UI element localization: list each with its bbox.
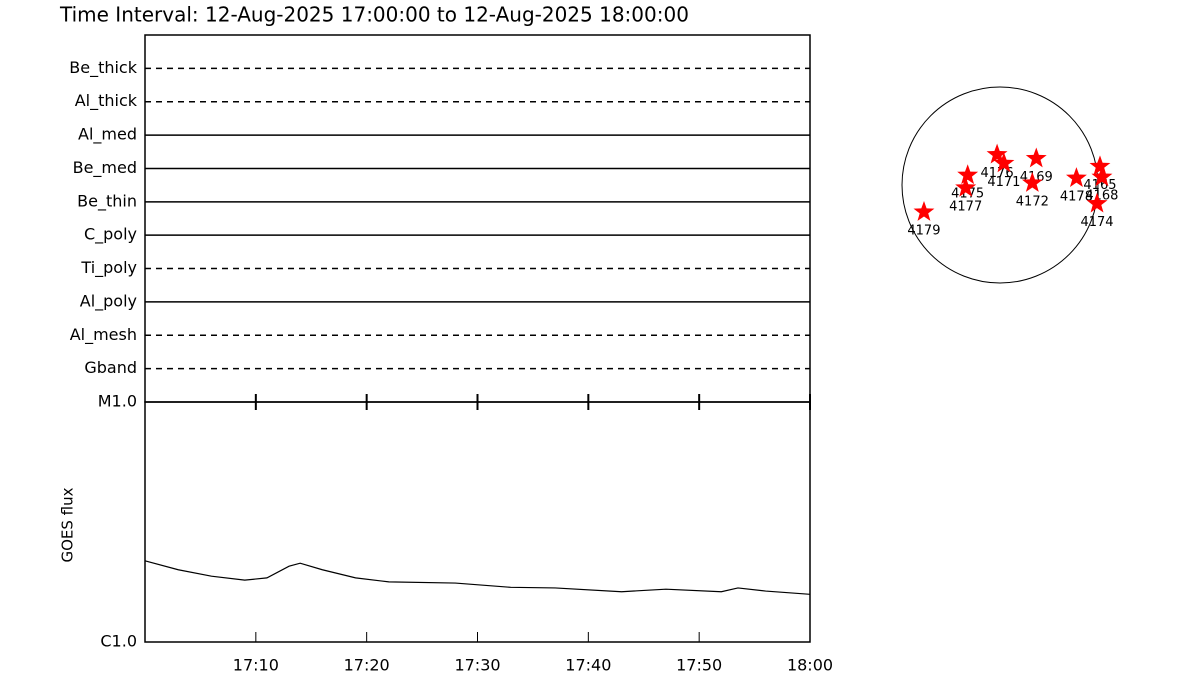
region-label: 4175 — [951, 187, 984, 202]
region-label: 4165 — [1083, 178, 1116, 193]
filter-label: C_poly — [84, 225, 137, 245]
region-star — [957, 164, 979, 185]
x-tick-label: 18:00 — [787, 656, 833, 675]
x-tick-label: 17:50 — [676, 656, 722, 675]
region-star — [1021, 172, 1043, 192]
y-tick-label: C1.0 — [100, 632, 137, 651]
filter-label: Al_poly — [80, 291, 137, 311]
solar-disk — [901, 86, 1099, 284]
region-label: 4171 — [987, 175, 1020, 190]
filter-label: Ti_poly — [80, 258, 137, 278]
region-label: 4179 — [907, 224, 940, 239]
region-star — [993, 152, 1015, 173]
x-tick-label: 17:10 — [233, 656, 279, 675]
region-label: 4176 — [981, 166, 1014, 181]
region-star — [1089, 155, 1111, 176]
x-tick-label: 17:20 — [344, 656, 390, 675]
filter-label: Al_thick — [75, 91, 138, 111]
coverage-frame — [144, 34, 811, 403]
y-axis-label: GOES flux — [59, 487, 77, 562]
region-star — [1086, 192, 1108, 213]
x-tick-label: 17:40 — [565, 656, 611, 675]
filter-label: Al_mesh — [70, 325, 137, 345]
region-star — [913, 201, 935, 221]
region-star — [1091, 166, 1113, 187]
filter-label: Be_thin — [77, 191, 137, 211]
region-star — [986, 143, 1008, 164]
goes-line — [144, 560, 811, 595]
filter-label: Be_thick — [69, 58, 137, 78]
region-star — [955, 176, 977, 197]
region-label: 4174 — [1080, 215, 1113, 230]
chart-title: Time Interval: 12-Aug-2025 17:00:00 to 1… — [59, 3, 689, 27]
y-tick-label: M1.0 — [98, 392, 137, 411]
region-star — [1066, 167, 1087, 187]
filter-label: Gband — [84, 358, 137, 377]
region-label: 4172 — [1016, 195, 1049, 210]
filter-label: Be_med — [73, 158, 137, 178]
region-label: 4168 — [1085, 189, 1118, 204]
region-label: 4178 — [1060, 190, 1093, 205]
filter-label: Al_med — [78, 125, 137, 145]
region-label: 4177 — [949, 199, 982, 214]
region-star — [1025, 147, 1047, 168]
x-tick-label: 17:30 — [454, 656, 500, 675]
goes-frame — [144, 401, 811, 643]
